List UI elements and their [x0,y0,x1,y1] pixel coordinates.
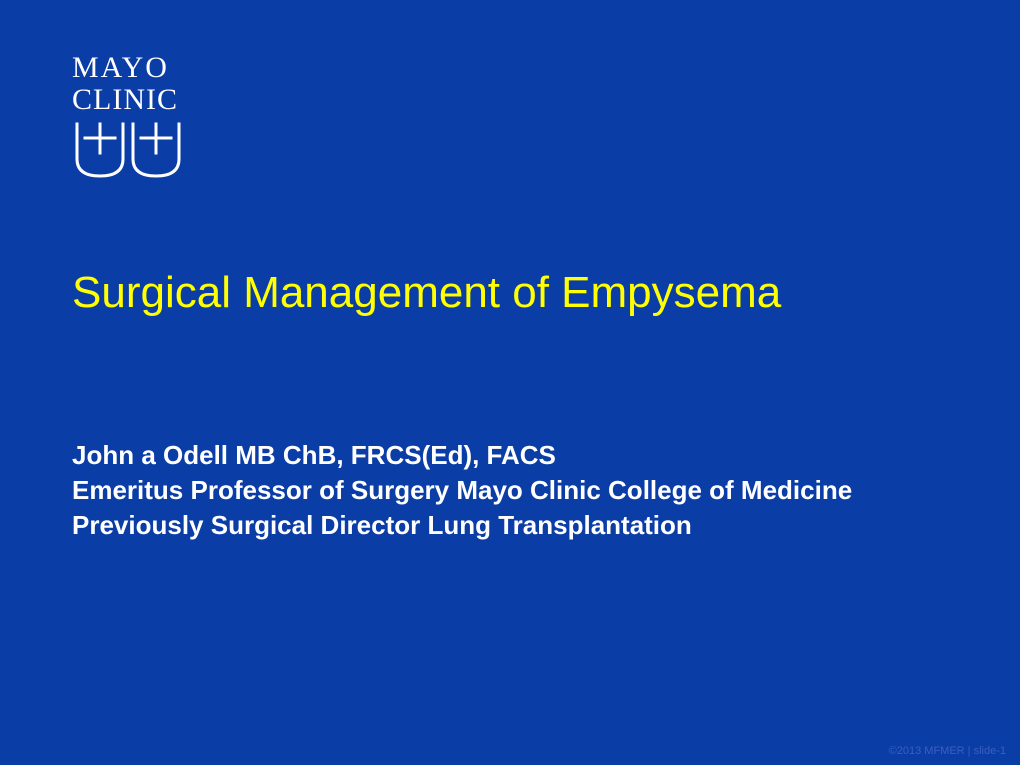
slide-title: Surgical Management of Empysema [72,268,948,318]
author-line-2: Emeritus Professor of Surgery Mayo Clini… [72,473,948,508]
logo-text-line2: CLINIC [72,84,948,116]
author-line-3: Previously Surgical Director Lung Transp… [72,508,948,543]
footer-copyright: ©2013 MFMER | slide-1 [889,745,1006,757]
logo: MAYO CLINIC [72,52,948,188]
logo-text-line1: MAYO [72,52,948,84]
author-line-1: John a Odell MB ChB, FRCS(Ed), FACS [72,438,948,473]
author-block: John a Odell MB ChB, FRCS(Ed), FACS Emer… [72,438,948,543]
logo-shields-icon [72,121,948,188]
slide-container: MAYO CLINIC Surgical Management of Emp [0,0,1020,765]
